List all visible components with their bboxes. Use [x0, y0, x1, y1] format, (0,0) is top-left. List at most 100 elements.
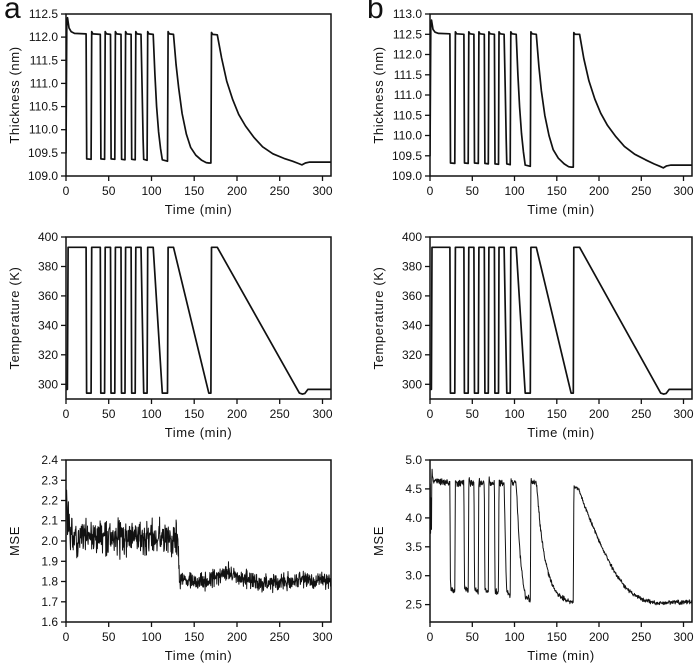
x-tick-label: 200: [589, 184, 609, 198]
x-tick-label: 300: [673, 184, 693, 198]
plot-frame: [65, 236, 332, 400]
a-temperature-svg: 300 320 340 360 380 400 0 50 100 150 200 250 300 Time…: [7, 230, 333, 440]
y-tick-label: 1.9: [41, 554, 58, 568]
y-tick-label: 111.0: [394, 88, 423, 102]
x-tick-label: 150: [547, 184, 567, 198]
x-tick-label: 300: [673, 407, 693, 421]
y-tick-label: 340: [402, 318, 422, 332]
b-mse-svg: 2.5 3.0 3.5 4.0 4.5 5.0 0 50 100 150 200 250 300 Time…: [371, 453, 694, 663]
y-tick-label: 4.0: [405, 511, 422, 525]
a-thickness-series: [66, 16, 331, 166]
x-tick-label: 0: [63, 407, 70, 421]
y-tick-label: 360: [402, 289, 422, 303]
x-tick-label: 100: [141, 630, 161, 644]
x-tick-label: 200: [227, 630, 247, 644]
b-thickness-svg: 109.0 109.5 110.0 110.5 111.0 111.5 112.0 112.5…: [371, 7, 694, 217]
y-axis-label: Thickness (nm): [371, 46, 386, 143]
x-tick-label: 100: [504, 184, 524, 198]
x-tick-label: 0: [427, 630, 434, 644]
mse-chart-b: 2.5 3.0 3.5 4.0 4.5 5.0 0 50 100 150 200 250 300 Time…: [350, 446, 700, 669]
x-tick-label: 250: [631, 407, 651, 421]
y-tick-label: 2.5: [405, 598, 422, 612]
plot-frame: [429, 459, 693, 623]
x-tick-label: 200: [589, 630, 609, 644]
x-tick-label: 250: [270, 630, 290, 644]
x-tick-label: 50: [466, 630, 480, 644]
y-tick-label: 1.8: [41, 575, 58, 589]
x-tick-label: 0: [427, 184, 434, 198]
y-axis-label: Thickness (nm): [7, 46, 22, 143]
x-tick-label: 300: [673, 630, 693, 644]
b-temperature-series: [430, 246, 692, 395]
x-tick-label: 250: [631, 630, 651, 644]
a-mse-svg: 1.6 1.7 1.8 1.9 2.0 2.1 2.2 2.3 2.4 0 50 100 150 200 2…: [7, 453, 333, 663]
y-tick-label: 109.5: [392, 149, 422, 163]
y-tick-label: 2.0: [41, 534, 58, 548]
a-thickness-svg: 109.0 109.5 110.0 110.5 111.0 111.5 112.0 112.5…: [7, 7, 333, 217]
y-tick-label: 112.5: [29, 7, 58, 21]
thickness-chart-b: 109.0 109.5 110.0 110.5 111.0 111.5 112.0 112.5…: [350, 0, 700, 223]
x-tick-label: 150: [547, 630, 567, 644]
x-tick-label: 50: [466, 407, 480, 421]
x-axis-label: Time (min): [527, 425, 595, 440]
a-temperature-series: [66, 246, 331, 395]
x-tick-label: 150: [184, 630, 204, 644]
x-axis-label: Time (min): [527, 648, 595, 663]
a-mse-series: [66, 489, 331, 594]
y-tick-label: 110.0: [393, 129, 422, 143]
panel-b-label: b: [367, 0, 384, 25]
y-tick-label: 2.3: [41, 473, 58, 487]
y-tick-label: 1.6: [41, 615, 58, 629]
thickness-chart-a: 109.0 109.5 110.0 110.5 111.0 111.5 112.0 112.5…: [0, 0, 350, 223]
y-tick-label: 360: [38, 289, 58, 303]
x-tick-label: 100: [504, 407, 524, 421]
y-tick-label: 109.0: [392, 169, 422, 183]
x-axis-label: Time (min): [165, 425, 233, 440]
x-tick-label: 150: [184, 184, 204, 198]
x-tick-label: 100: [141, 407, 161, 421]
y-tick-label: 113.0: [393, 7, 422, 21]
x-tick-label: 0: [63, 184, 70, 198]
y-tick-label: 109.5: [28, 146, 58, 160]
x-tick-label: 50: [466, 184, 480, 198]
y-axis-label: MSE: [7, 526, 22, 556]
y-tick-label: 5.0: [405, 453, 422, 467]
y-tick-label: 3.0: [405, 569, 422, 583]
b-temperature-svg: 300 320 340 360 380 400 0 50 100 150 200 250 300 Time…: [371, 230, 694, 440]
plot-frame: [429, 236, 693, 400]
x-tick-label: 100: [141, 184, 161, 198]
y-tick-label: 112.0: [29, 30, 58, 44]
y-tick-label: 112.5: [393, 27, 422, 41]
x-tick-label: 100: [504, 630, 524, 644]
y-tick-label: 111.0: [30, 76, 59, 90]
x-tick-label: 150: [184, 407, 204, 421]
y-tick-label: 320: [402, 348, 422, 362]
x-tick-label: 50: [102, 407, 116, 421]
y-tick-label: 400: [402, 230, 422, 244]
y-tick-label: 4.5: [405, 482, 422, 496]
x-axis-label: Time (min): [165, 648, 233, 663]
x-tick-label: 300: [312, 184, 332, 198]
panel-a-label: a: [4, 0, 21, 25]
y-tick-label: 320: [38, 348, 58, 362]
y-tick-label: 400: [38, 230, 58, 244]
x-tick-label: 200: [227, 184, 247, 198]
y-axis-label: Temperature (K): [7, 267, 22, 370]
x-tick-label: 250: [270, 407, 290, 421]
y-tick-label: 110.5: [393, 108, 422, 122]
y-axis-label: MSE: [371, 526, 386, 556]
y-tick-label: 300: [38, 377, 58, 391]
x-tick-label: 150: [547, 407, 567, 421]
x-tick-label: 300: [312, 407, 332, 421]
temperature-chart-b: 300 320 340 360 380 400 0 50 100 150 200 250 300 Time…: [350, 223, 700, 446]
y-tick-label: 2.1: [41, 514, 58, 528]
b-mse-series: [430, 468, 692, 606]
x-tick-label: 0: [427, 407, 434, 421]
x-tick-label: 250: [631, 184, 651, 198]
y-tick-label: 110.0: [29, 123, 58, 137]
temperature-chart-a: 300 320 340 360 380 400 0 50 100 150 200 250 300 Time…: [0, 223, 350, 446]
x-tick-label: 50: [102, 630, 116, 644]
x-tick-label: 200: [227, 407, 247, 421]
x-tick-label: 250: [270, 184, 290, 198]
